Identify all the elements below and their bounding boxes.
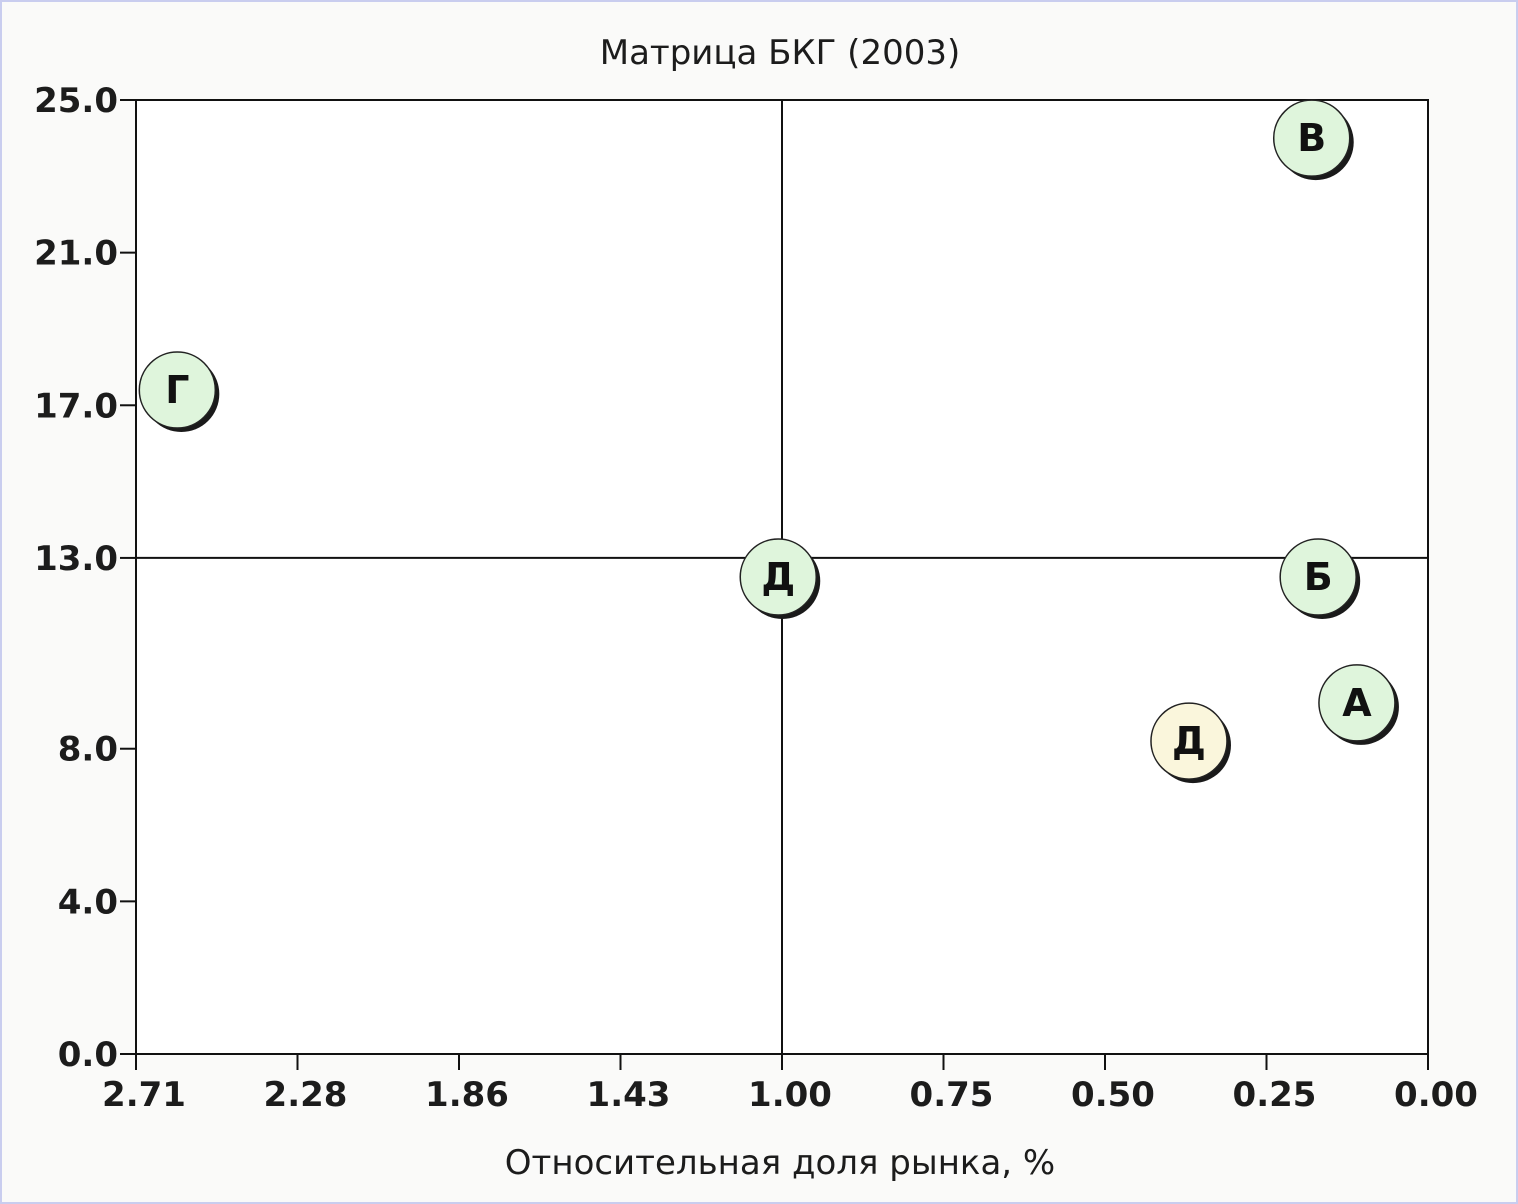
x-tick-label: 1.86 [425,1075,509,1115]
data-point-bubble [1279,538,1357,616]
data-point-label: Д [1172,719,1206,763]
data-point-bubble [1318,664,1396,742]
y-tick-label: 4.0 [58,882,118,922]
y-tick-label: 17.0 [34,386,118,426]
data-point-label: Б [1304,555,1333,599]
x-axis-title: Относительная доля рынка, % [505,1143,1055,1183]
data-point-label: Д [761,555,795,599]
data-point-bubble [739,538,817,616]
data-point-bubble [1150,702,1228,780]
x-tick-label: 2.71 [102,1075,186,1115]
plot-area: 0.0 4.0 8.0 13.0 17.0 21.0 25.0 2.71 2.28 1.86 1.4… [34,81,1478,1115]
y-tick-label: 21.0 [34,234,118,274]
y-tick-label: 25.0 [34,81,118,121]
chart-title: Матрица БКГ (2003) [600,33,961,73]
y-tick-label: 8.0 [58,730,118,770]
data-point-label: Г [165,368,189,412]
x-tick-label: 0.75 [910,1075,994,1115]
x-tick-label: 0.25 [1233,1075,1317,1115]
data-point-bubble [138,351,217,429]
data-point-label: А [1342,681,1372,725]
x-tick-label: 0.00 [1394,1075,1478,1115]
x-tick-label: 1.43 [587,1075,671,1115]
x-tick-label: 1.00 [748,1075,832,1115]
data-point-bubble [1272,99,1351,177]
data-point-label: В [1297,116,1326,160]
x-tick-label: 2.28 [264,1075,348,1115]
x-tick-label: 0.50 [1071,1075,1155,1115]
y-tick-label: 13.0 [34,539,118,579]
y-tick-label: 0.0 [58,1035,118,1075]
